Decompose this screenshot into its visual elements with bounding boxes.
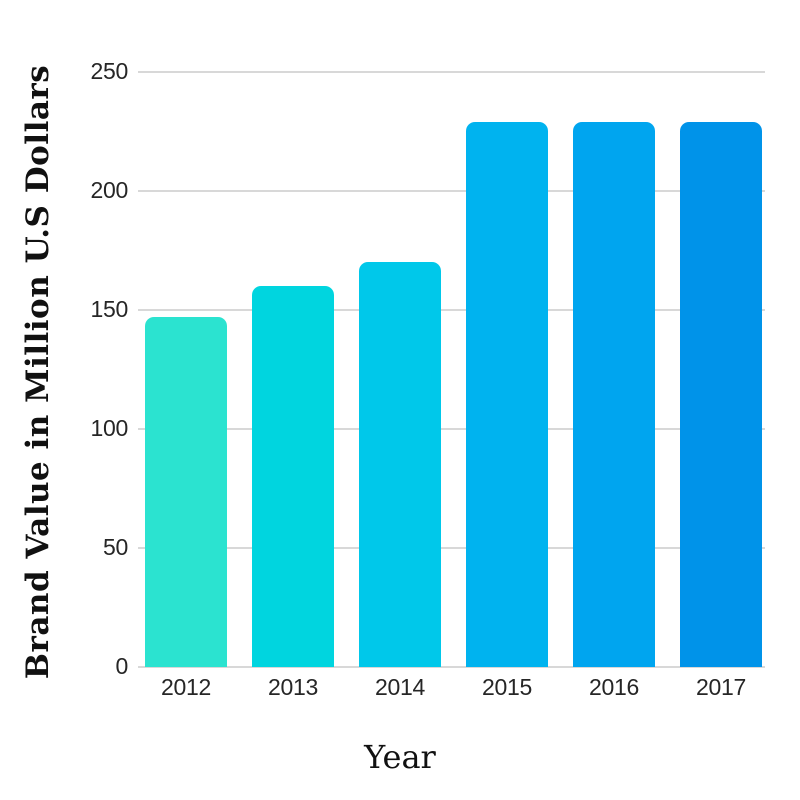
gridline: [138, 190, 765, 192]
bar-2017: [680, 122, 762, 667]
x-tick-label: 2017: [696, 674, 746, 700]
x-tick-label: 2012: [161, 674, 211, 700]
y-tick-label: 50: [103, 534, 128, 560]
gridline: [138, 666, 765, 668]
y-tick-label: 100: [90, 415, 129, 441]
bar-2013: [252, 286, 334, 667]
y-tick-label: 250: [90, 58, 129, 84]
bar-2015: [466, 122, 548, 667]
bar-2014: [359, 262, 441, 667]
x-axis-tick-labels: 2012 2013 2014 2015 2016 2017: [138, 674, 765, 704]
x-axis-title: Year: [364, 738, 436, 776]
gridline: [138, 71, 765, 73]
bar-2016: [573, 122, 655, 667]
x-tick-label: 2015: [482, 674, 532, 700]
gridline: [138, 428, 765, 430]
bar-2012: [145, 317, 227, 667]
plot-area: [138, 71, 765, 668]
y-tick-label: 200: [90, 177, 129, 203]
gridline: [138, 547, 765, 549]
x-tick-label: 2016: [589, 674, 639, 700]
x-tick-label: 2014: [375, 674, 425, 700]
y-tick-label: 0: [115, 653, 129, 679]
y-tick-label: 150: [90, 296, 129, 322]
x-tick-label: 2013: [268, 674, 318, 700]
gridline: [138, 309, 765, 311]
y-axis-tick-labels: 0 50 100 150 200 250: [0, 0, 129, 800]
